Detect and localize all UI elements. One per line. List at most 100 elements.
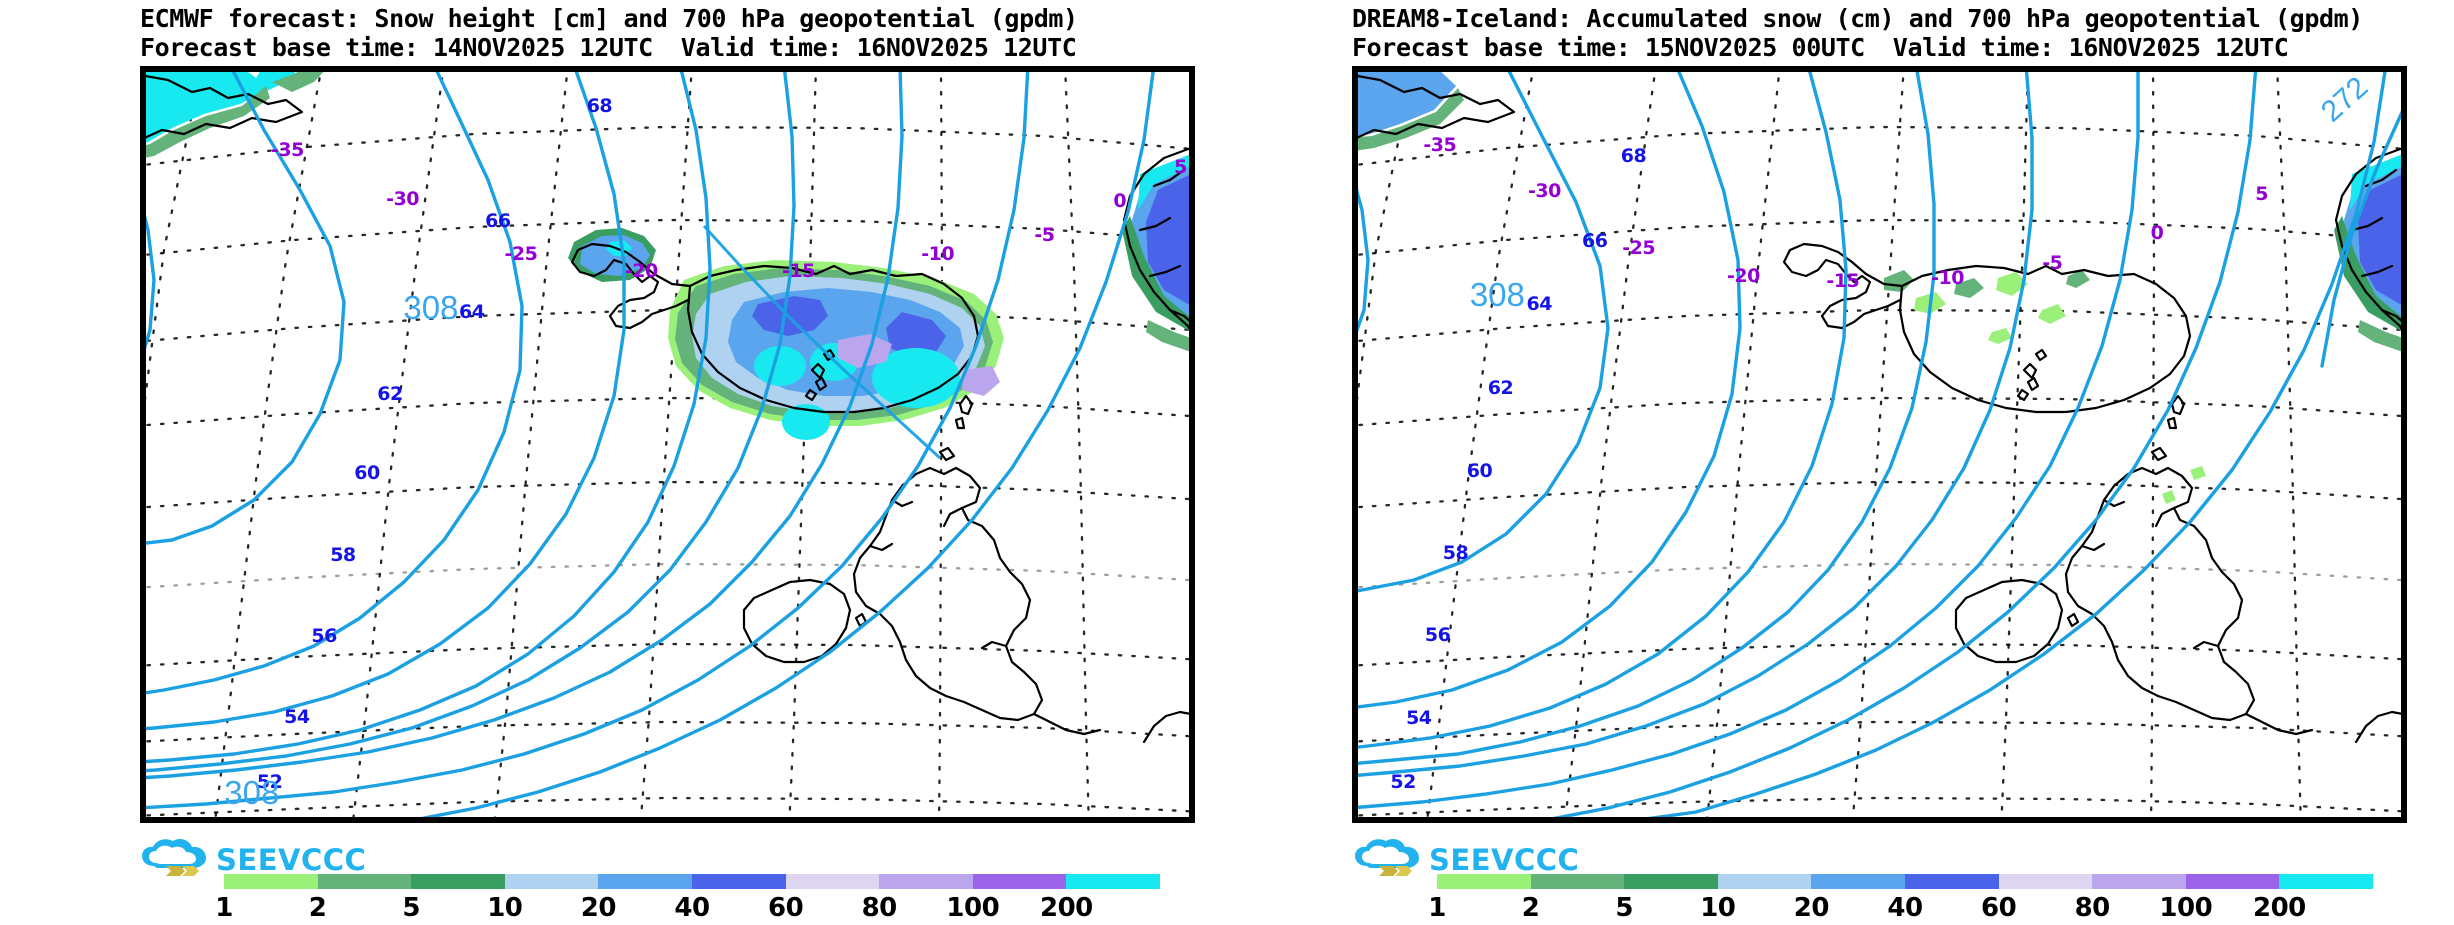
- colorbar-tick: 60: [768, 893, 804, 923]
- lon-label: -15: [1826, 270, 1860, 293]
- colorbar-band: [317, 874, 412, 889]
- lat-label: 64: [1526, 292, 1552, 315]
- colorbar-band: [1624, 874, 1718, 889]
- forecast-base-time: Forecast base time: 14NOV2025 12UTC: [140, 33, 653, 62]
- colorbar-ecmwf: 1 2 5 10 20 40 60 80 100 200: [215, 874, 1160, 924]
- seevccc-logo-graphic: SEEVCCC: [142, 839, 366, 877]
- panel-dream8: DREAM8-Iceland: Accumulated snow (cm) an…: [1227, 0, 2454, 925]
- colorbar-dream8: 1 2 5 10 20 40 60 80 100 200: [1428, 874, 2373, 924]
- colorbar-band: [1530, 874, 1625, 889]
- forecast-base-time: Forecast base time: 15NOV2025 00UTC: [1352, 33, 1865, 62]
- snow-fill-scotland: [2162, 466, 2206, 504]
- lat-label: 56: [1424, 624, 1451, 647]
- title-line-2: Forecast base time: 15NOV2025 00UTC Valid…: [1352, 33, 2432, 62]
- colorbar-ticks: 1 2 5 10 20 40 60 80 100 200: [215, 893, 1160, 923]
- lon-label: -10: [921, 242, 955, 265]
- colorbar-tick: 5: [1615, 893, 1633, 923]
- lat-label: 66: [1581, 229, 1608, 252]
- panel-title-ecmwf: ECMWF forecast: Snow height [cm] and 700…: [140, 4, 1220, 62]
- lat-label: 66: [485, 210, 511, 233]
- lat-label: 62: [1487, 377, 1514, 400]
- colorbar-tick: 1: [215, 893, 233, 923]
- colorbar-tick: 200: [2253, 893, 2306, 923]
- seevccc-logo-graphic: SEEVCCC: [1355, 839, 1579, 877]
- map-canvas: -35 -30 -25 -20 -15 -10 -5 0 5 68 66 64 …: [144, 70, 1191, 819]
- colorbar-tick: 100: [2159, 893, 2213, 923]
- valid-time: Valid time: 16NOV2025 12UTC: [680, 33, 1077, 62]
- colorbar-band: [1717, 874, 1812, 889]
- colorbar-tick: 40: [674, 893, 710, 923]
- map-canvas: -35 -30 -25 -20 -15 -10 -5 0 5 68 66 64 …: [1356, 70, 2403, 819]
- colorbar-tick: 10: [487, 893, 523, 923]
- lat-label: 58: [330, 543, 356, 566]
- lat-label: 68: [586, 94, 613, 117]
- colorbar-band: [2092, 874, 2186, 889]
- map-graphics-ecmwf: [144, 70, 1191, 819]
- colorbar-tick: 40: [1887, 893, 1923, 923]
- colorbar-band: [598, 874, 692, 889]
- title-line-2: Forecast base time: 14NOV2025 12UTC Valid…: [140, 33, 1220, 62]
- geopotential-label: 308: [1469, 275, 1525, 313]
- lon-label: -25: [1622, 237, 1656, 260]
- colorbar-band: [224, 874, 318, 889]
- map-ecmwf[interactable]: -35 -30 -25 -20 -15 -10 -5 0 5 68 66 64 …: [140, 66, 1195, 823]
- lat-label: 52: [1390, 770, 1416, 793]
- colorbar-tick: 2: [1521, 893, 1540, 923]
- lon-label: -5: [2042, 252, 2063, 275]
- arrow-icon: [1379, 866, 1412, 876]
- colorbar-band: [1811, 874, 1905, 889]
- lon-label: 0: [2150, 222, 2164, 245]
- colorbar-band: [1998, 874, 2093, 889]
- lon-label: 0: [1113, 190, 1127, 213]
- colorbar-band: [691, 874, 786, 889]
- seevccc-wordmark: SEEVCCC: [216, 843, 366, 877]
- colorbar-tick: 1: [1428, 893, 1446, 923]
- lon-label: -20: [1726, 264, 1760, 287]
- lon-label: -20: [624, 259, 658, 282]
- seevccc-logo: SEEVCCC: [136, 836, 366, 882]
- lat-label: 64: [458, 300, 485, 323]
- seevccc-logo: SEEVCCC: [1349, 836, 1579, 882]
- colorbar-tick: 10: [1700, 893, 1736, 923]
- panel-ecmwf: ECMWF forecast: Snow height [cm] and 700…: [136, 4, 1220, 924]
- lat-label: 62: [377, 383, 403, 406]
- lat-label: 56: [311, 625, 337, 648]
- colorbar-tick: 20: [580, 893, 617, 923]
- colorbar-strip: [1437, 874, 2373, 889]
- colorbar-tick: 2: [308, 893, 327, 923]
- lon-label: -35: [271, 139, 304, 162]
- title-line-1: ECMWF forecast: Snow height [cm] and 700…: [140, 4, 1078, 33]
- colorbar-band: [972, 874, 1067, 889]
- lon-label: 5: [1174, 156, 1187, 179]
- lat-label: 54: [1406, 706, 1432, 729]
- valid-time: Valid time: 16NOV2025 12UTC: [1892, 33, 2289, 62]
- lon-label: -5: [1034, 223, 1055, 246]
- lat-label: 60: [354, 461, 380, 484]
- colorbar-band: [504, 874, 599, 889]
- lon-label: -10: [1931, 267, 1964, 290]
- colorbar-band: [879, 874, 973, 889]
- colorbar-tick: 60: [1981, 893, 2017, 923]
- title-line-1: DREAM8-Iceland: Accumulated snow (cm) an…: [1352, 4, 2363, 33]
- snow-fill-greenland: [144, 70, 326, 158]
- colorbar-tick: 100: [946, 893, 1000, 923]
- colorbar-tick: 80: [2074, 893, 2111, 923]
- seevccc-wordmark: SEEVCCC: [1429, 843, 1579, 877]
- lat-label: 58: [1442, 542, 1469, 565]
- panel-title-dream8: DREAM8-Iceland: Accumulated snow (cm) an…: [1352, 4, 2432, 62]
- colorbar-band: [785, 874, 880, 889]
- map-dream8[interactable]: -35 -30 -25 -20 -15 -10 -5 0 5 68 66 64 …: [1352, 66, 2407, 823]
- colorbar-band: [1066, 874, 1160, 889]
- lon-label: -35: [1423, 133, 1457, 156]
- cloud-icon: [142, 839, 206, 868]
- snow-fill-iceland: [668, 260, 1004, 440]
- geopotential-label: 308: [403, 289, 459, 327]
- colorbar-band: [2185, 874, 2280, 889]
- arrow-icon: [166, 866, 199, 876]
- colorbar-band: [1904, 874, 1999, 889]
- lon-label: -15: [781, 259, 815, 282]
- colorbar-band: [411, 874, 505, 889]
- map-graphics-dream8: [1356, 70, 2403, 819]
- colorbar-ticks: 1 2 5 10 20 40 60 80 100 200: [1428, 893, 2373, 923]
